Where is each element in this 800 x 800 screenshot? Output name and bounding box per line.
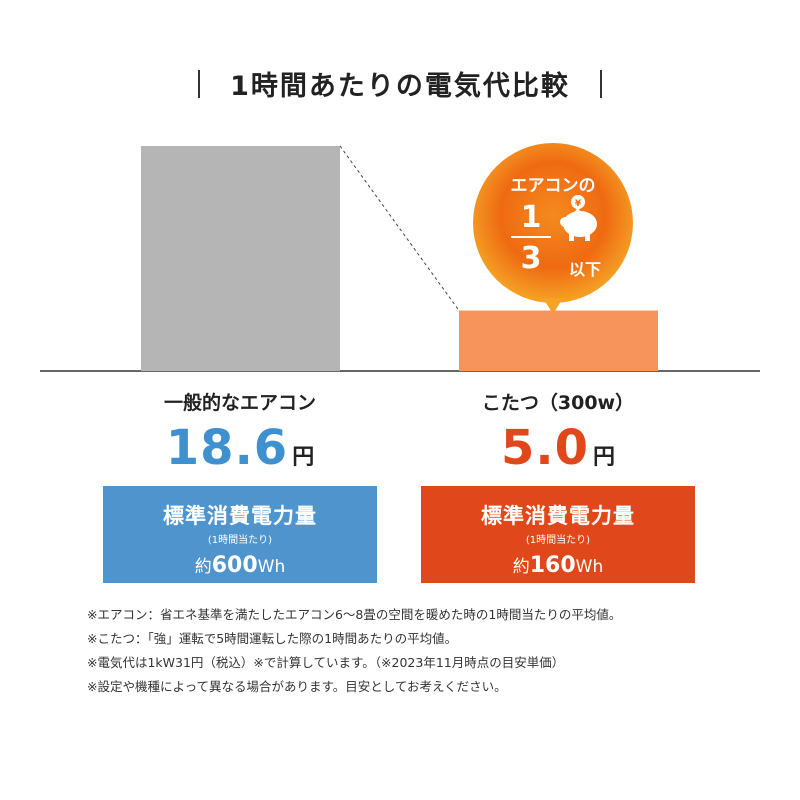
power-aircon-number: 600	[211, 553, 258, 578]
savings-bubble: ¥	[473, 143, 633, 314]
footnote: ※設定や機種によって異なる場合があります。目安としてお考えください。	[87, 679, 507, 694]
power-kotatsu-prefix: 約	[512, 557, 530, 577]
power-box-kotatsu: 標準消費電力量 (1時間当たり) 約160Wh	[421, 486, 695, 583]
price-aircon-value: 18.6	[165, 420, 289, 476]
footnotes: ※エアコン：省エネ基準を満たしたエアコン6～8畳の空間を暖めた時の1時間当たりの…	[87, 603, 621, 699]
power-kotatsu-number: 160	[529, 553, 576, 578]
title-right-bar	[599, 69, 602, 98]
bubble-pointer	[543, 298, 563, 314]
power-box-aircon-title: 標準消費電力量	[163, 504, 317, 528]
label-aircon: 一般的なエアコン	[163, 392, 316, 414]
price-kotatsu-value: 5.0	[500, 420, 589, 476]
title-left-bar	[198, 69, 201, 98]
bubble-denominator: 3	[520, 241, 542, 276]
piggy-bank-icon: ¥	[560, 195, 597, 241]
power-box-kotatsu-value: 約160Wh	[421, 552, 695, 578]
svg-text:¥: ¥	[575, 199, 582, 209]
power-box-kotatsu-sub: (1時間当たり)	[525, 535, 591, 546]
bubble-circle	[473, 143, 633, 303]
power-box-aircon-value: 約600Wh	[103, 552, 377, 578]
footnote: ※電気代は1kW31円（税込）※で計算しています。（※2023年11月時点の目安…	[87, 655, 565, 670]
price-aircon: 18.6 円	[100, 420, 380, 476]
price-kotatsu: 5.0 円	[418, 420, 698, 476]
bar-connector-line	[339, 145, 460, 311]
power-box-aircon-sub: (1時間当たり)	[207, 535, 273, 546]
footnote: ※エアコン：省エネ基準を満たしたエアコン6～8畳の空間を暖めた時の1時間当たりの…	[87, 607, 622, 622]
power-kotatsu-unit: Wh	[575, 557, 604, 577]
bubble-line1: エアコンの	[510, 176, 596, 196]
power-box-kotatsu-title: 標準消費電力量	[481, 504, 635, 528]
title-text: 1時間あたりの電気代比較	[230, 71, 570, 102]
bar-chart: ¥	[40, 143, 760, 372]
power-box-aircon: 標準消費電力量 (1時間当たり) 約600Wh	[103, 486, 377, 583]
price-aircon-unit: 円	[292, 445, 315, 470]
label-kotatsu: こたつ（300w）	[481, 392, 635, 414]
power-aircon-prefix: 約	[194, 557, 212, 577]
power-aircon-unit: Wh	[257, 557, 286, 577]
bubble-suffix: 以下	[568, 260, 601, 279]
bubble-numerator: 1	[520, 200, 542, 235]
bar-aircon	[141, 146, 340, 371]
footnote: ※こたつ：「強」運転で5時間運転した際の1時間あたりの平均値。	[87, 631, 458, 646]
bar-kotatsu	[459, 310, 658, 371]
chart-title: 1時間あたりの電気代比較	[0, 64, 800, 103]
price-kotatsu-unit: 円	[593, 445, 616, 470]
